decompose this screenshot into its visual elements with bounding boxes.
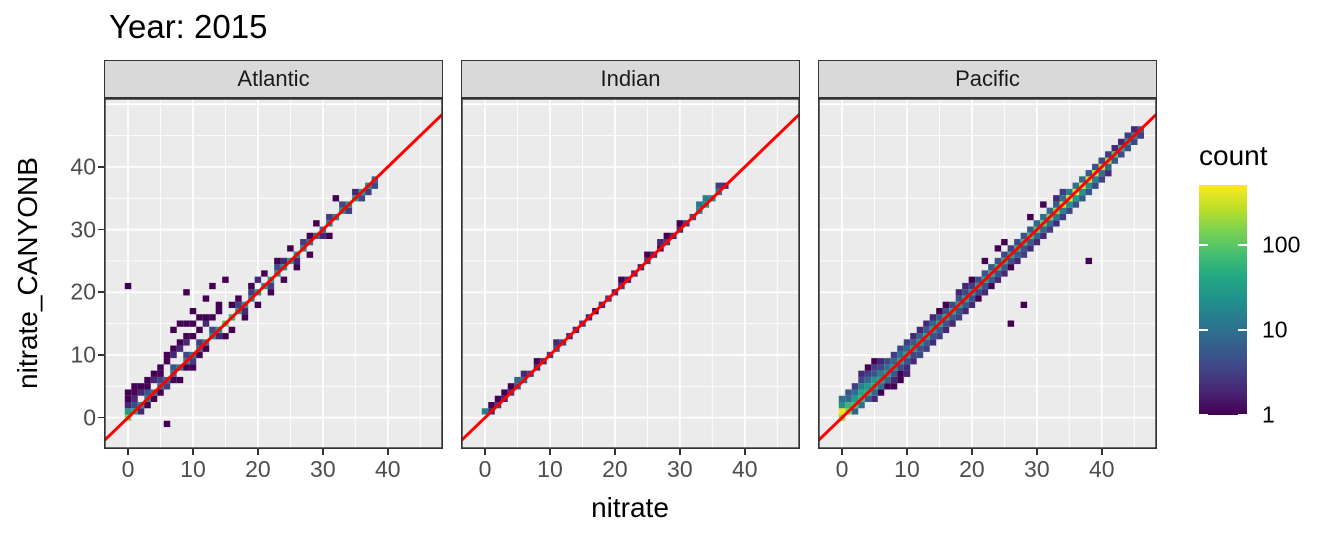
- y-tick-mark: [98, 291, 104, 294]
- identity-line: [461, 111, 800, 443]
- panel-indian: [461, 98, 800, 449]
- x-tick-label: 0: [121, 456, 135, 482]
- gridlines: [818, 98, 1157, 449]
- identity-line: [104, 111, 443, 443]
- x-tick-mark: [743, 449, 746, 455]
- x-tick-mark: [192, 449, 194, 455]
- y-tick-label: 10: [70, 341, 96, 368]
- legend-tick-mark: [1199, 328, 1208, 331]
- y-tick-label: 0: [83, 404, 96, 431]
- identity-line: [818, 111, 1157, 443]
- x-tick-label: 10: [537, 456, 563, 482]
- x-tick-mark: [1036, 449, 1038, 455]
- panel-border: [104, 98, 443, 449]
- x-tick-label: 20: [602, 456, 628, 482]
- y-tick-label: 20: [70, 278, 96, 305]
- x-tick-label: 0: [835, 456, 849, 482]
- panel-pacific: [818, 98, 1157, 449]
- legend-tick-mark: [1238, 328, 1247, 331]
- x-tick-mark: [484, 449, 486, 455]
- x-tick-label: 40: [375, 456, 401, 482]
- facet-strip-pacific: Pacific: [818, 60, 1157, 98]
- y-tick-label: 40: [70, 153, 96, 180]
- x-tick-mark: [971, 449, 973, 455]
- facet-strip-indian: Indian: [461, 60, 800, 98]
- legend-tick-mark: [1199, 243, 1208, 246]
- legend-tick-label: 100: [1262, 231, 1301, 258]
- gridlines: [461, 98, 800, 449]
- legend-tick-mark: [1238, 414, 1247, 416]
- x-tick-label: 0: [478, 456, 492, 482]
- x-tick-label: 40: [1089, 456, 1115, 482]
- x-tick-mark: [549, 449, 551, 455]
- x-tick-label: 30: [310, 456, 336, 482]
- plot-title: Year: 2015: [109, 8, 268, 45]
- legend-tick-label: 10: [1262, 316, 1288, 343]
- x-tick-mark: [1100, 449, 1103, 455]
- x-tick-mark: [679, 449, 681, 455]
- panel-background: [461, 98, 800, 449]
- facet-strip-atlantic: Atlantic: [104, 60, 443, 98]
- legend-colorbar: [1199, 185, 1247, 415]
- x-tick-label: 30: [1024, 456, 1050, 482]
- x-tick-mark: [614, 449, 616, 455]
- x-tick-label: 40: [732, 456, 758, 482]
- legend-tick-mark: [1238, 243, 1247, 246]
- x-tick-label: 20: [959, 456, 985, 482]
- y-tick-mark: [98, 166, 104, 168]
- x-tick-label: 30: [667, 456, 693, 482]
- y-tick-mark: [98, 416, 104, 419]
- x-tick-mark: [906, 449, 908, 455]
- x-tick-mark: [322, 449, 324, 455]
- x-tick-mark: [841, 449, 843, 455]
- panel-atlantic: [104, 98, 443, 449]
- legend-tick-mark: [1199, 414, 1208, 416]
- y-tick-mark: [98, 228, 104, 231]
- legend-title: count: [1199, 140, 1268, 171]
- x-tick-label: 10: [894, 456, 920, 482]
- x-tick-mark: [257, 449, 259, 455]
- x-tick-mark: [127, 449, 129, 455]
- y-tick-label: 30: [70, 216, 96, 243]
- x-tick-mark: [386, 449, 389, 455]
- y-tick-mark: [98, 354, 104, 356]
- x-axis-title: nitrate: [591, 492, 669, 523]
- legend-tick-label: 1: [1262, 401, 1275, 428]
- x-tick-label: 10: [180, 456, 206, 482]
- panel-border: [461, 98, 800, 449]
- x-tick-label: 20: [245, 456, 271, 482]
- panel-border: [818, 98, 1157, 449]
